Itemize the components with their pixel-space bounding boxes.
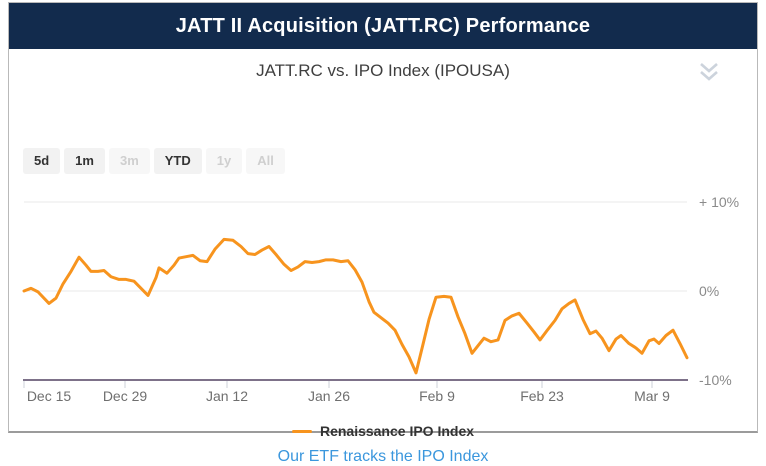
x-axis-label: Dec 15 [27,388,72,404]
x-axis-label: Mar 9 [634,388,670,404]
range-button-3m: 3m [108,148,150,174]
y-axis-label: + 10% [699,194,739,210]
etf-link[interactable]: Our ETF tracks the IPO Index [277,448,489,465]
x-axis-label: Dec 29 [103,388,148,404]
page-title: JATT II Acquisition (JATT.RC) Performanc… [175,14,591,37]
footer: Our ETF tracks the IPO Index [9,448,757,466]
performance-widget: JATT II Acquisition (JATT.RC) Performanc… [8,2,759,465]
range-button-ytd[interactable]: YTD [153,148,202,174]
legend-item[interactable]: Renaissance IPO Index [9,423,757,439]
x-axis-label: Jan 26 [308,388,350,404]
y-axis-label: -10% [699,372,732,388]
header-bar: JATT II Acquisition (JATT.RC) Performanc… [9,3,757,49]
x-axis-label: Feb 9 [419,388,455,404]
chart-area: JATT.RC vs. IPO Index (IPOUSA) 5d 1m 3m YTD… [9,49,759,465]
series-line-renaissance-ipo-index [22,237,689,375]
range-buttons: 5d 1m 3m YTD 1y All [23,148,285,174]
chart-subtitle: JATT.RC vs. IPO Index (IPOUSA) [256,61,510,80]
x-axis-label: Jan 12 [206,388,248,404]
range-button-1y: 1y [205,148,243,174]
range-button-all: All [246,148,285,174]
chart-subtitle-row: JATT.RC vs. IPO Index (IPOUSA) [9,49,757,89]
range-button-1m[interactable]: 1m [64,148,105,174]
y-axis-label: 0% [699,283,719,299]
x-axis-label: Feb 23 [520,388,564,404]
legend-label: Renaissance IPO Index [319,423,475,439]
range-button-5d[interactable]: 5d [23,148,61,174]
double-chevron-down-icon[interactable] [697,61,721,83]
legend-line-swatch [291,429,312,433]
chart-plot[interactable]: Dec 15 Dec 29 Jan 12 Jan 26 Feb 9 Feb 23 Mar 9… [9,183,759,415]
